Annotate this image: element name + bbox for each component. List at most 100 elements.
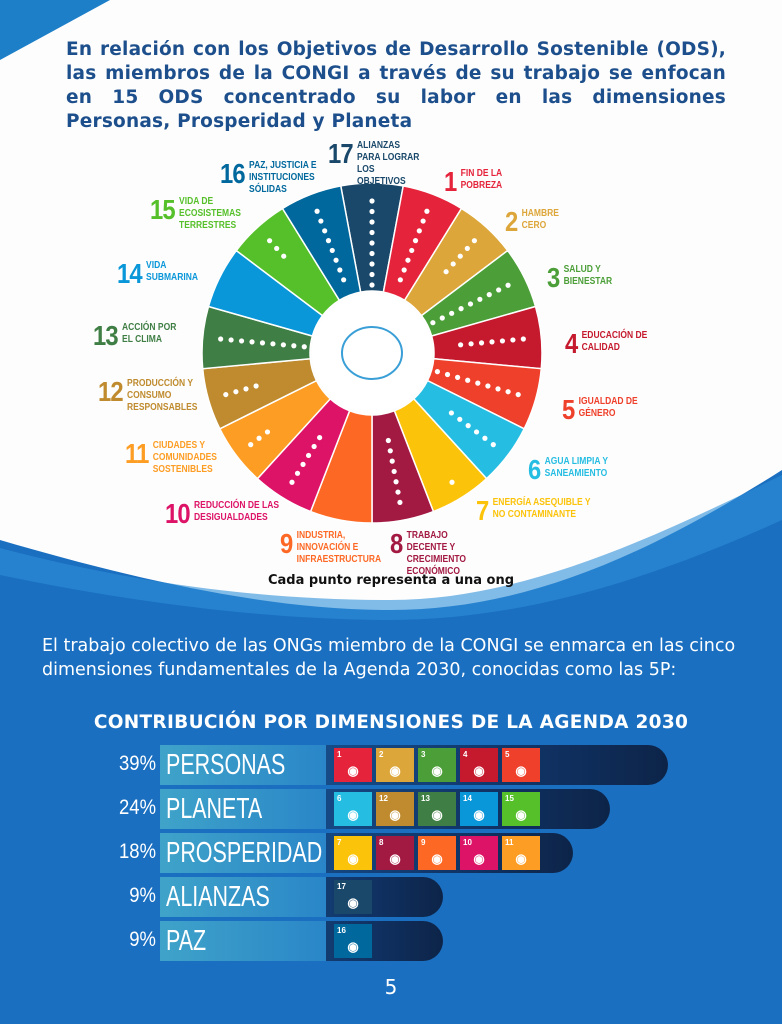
ngo-dot <box>496 287 502 293</box>
ngo-dot <box>444 371 451 378</box>
ngo-dot <box>401 267 407 273</box>
ngo-dot <box>465 423 471 429</box>
ngo-dot <box>264 429 271 435</box>
goal-title: Energía asequible y no contaminante <box>492 497 591 520</box>
ngo-dot <box>443 269 449 275</box>
dimension-row-alianzas: ALIANZAS 9% 17 ◉ <box>0 877 782 917</box>
dimension-name: PLANETA <box>160 789 326 829</box>
dimension-row-prosperidad: PROSPERIDAD 18% 7 ◉ 8 ◉ 9 ◉ 10 ◉ 11 ◉ <box>0 833 782 873</box>
dimension-row-planeta: PLANETA 24% 6 ◉ 12 ◉ 13 ◉ 14 ◉ 15 ◉ <box>0 789 782 829</box>
goal-title: Reducción de las desigualdades <box>194 500 280 523</box>
ngo-dot <box>389 458 395 464</box>
ngo-dot <box>233 389 239 395</box>
sdg-tile-3: 3 ◉ <box>418 748 456 782</box>
intro-text: En relación con los Objetivos de Desarro… <box>66 39 726 132</box>
sdg-icon: ◉ <box>473 807 485 822</box>
goal-label-8: 8 Trabajo decente y crecimiento económico <box>390 530 483 578</box>
agenda-paragraph: El trabajo colectivo de las ONGs miembro… <box>42 636 736 680</box>
sdg-tile-4: 4 ◉ <box>460 748 498 782</box>
goal-title: Trabajo decente y crecimiento económico <box>406 530 466 577</box>
ngo-dot <box>259 340 266 346</box>
sdg-tiles: 6 ◉ 12 ◉ 13 ◉ 14 ◉ 15 ◉ <box>334 792 540 826</box>
contribution-heading: CONTRIBUCIÓN POR DIMENSIONES DE LA AGEND… <box>93 712 689 733</box>
sdg-tile-1: 1 ◉ <box>334 748 372 782</box>
ngo-dot <box>291 343 297 349</box>
ngo-dot <box>300 461 306 467</box>
goal-title: Acción por el clima <box>122 322 177 345</box>
goal-label-4: 4 Educación de calidad <box>565 330 650 358</box>
goal-title: Industria, innovación e infraestructura <box>296 530 382 565</box>
ngo-dot <box>369 282 375 288</box>
ngo-dot <box>409 247 415 254</box>
ngo-dot <box>473 429 480 435</box>
ngo-dot <box>420 218 426 224</box>
ngo-dot <box>385 437 391 444</box>
goal-title: Fin de la pobreza <box>460 168 503 191</box>
ngo-dot <box>369 240 375 246</box>
ngo-dot <box>471 238 478 244</box>
dimension-percent: 18% <box>119 840 156 863</box>
ngo-dot <box>223 391 229 398</box>
ngo-dot <box>485 383 491 389</box>
sdg-tile-2: 2 ◉ <box>376 748 414 782</box>
ngo-dot <box>458 342 464 348</box>
ngo-dot <box>467 301 474 307</box>
sdg-tile-7: 7 ◉ <box>334 836 372 870</box>
ngo-dot <box>475 380 481 386</box>
goal-label-16: 16 Paz, justicia e instituciones sólidas <box>220 160 317 196</box>
ngo-dot <box>280 342 286 348</box>
ngo-dot <box>369 229 375 236</box>
ngo-dot <box>325 238 332 244</box>
ngo-dot <box>270 341 276 347</box>
corner-decoration <box>0 0 110 60</box>
dimension-row-personas: PERSONAS 39% 1 ◉ 2 ◉ 3 ◉ 4 ◉ 5 ◉ <box>0 745 782 785</box>
goal-label-17: 17 Alianzas para lograr los objetivos <box>328 140 425 188</box>
ngo-dot <box>515 391 521 398</box>
ngo-dot <box>405 257 411 263</box>
goal-label-9: 9 Industria, innovación e infraestructura <box>280 530 382 566</box>
goal-title: Salud y bienestar <box>563 264 613 287</box>
ngo-dot <box>510 337 516 343</box>
sdg-tile-11: 11 ◉ <box>502 836 540 870</box>
goal-number: 13 <box>93 320 119 351</box>
sdg-icon: ◉ <box>431 763 443 778</box>
goal-number: 17 <box>328 138 354 169</box>
dimension-name: ALIANZAS <box>160 877 326 917</box>
goal-label-13: 13 Acción por el clima <box>93 322 186 350</box>
ngo-dot <box>243 386 249 392</box>
goal-number: 7 <box>476 495 489 526</box>
sdg-icon: ◉ <box>347 807 359 822</box>
ngo-dot <box>294 470 301 476</box>
dimension-row-paz: PAZ 9% 16 ◉ <box>0 921 782 961</box>
sdg-tile-17: 17 ◉ <box>334 880 372 914</box>
ngo-dot <box>478 340 485 346</box>
ngo-dot <box>412 238 419 244</box>
ngo-dot <box>256 435 262 441</box>
goal-label-12: 12 Producción y consumo responsables <box>98 378 199 414</box>
goal-number: 2 <box>505 206 518 237</box>
ngo-dot <box>369 250 375 257</box>
ngo-dot <box>301 344 307 350</box>
ngo-dot <box>416 228 422 234</box>
page-number: 5 <box>384 975 398 999</box>
goal-number: 6 <box>528 454 541 485</box>
goal-number: 14 <box>117 258 143 289</box>
goal-number: 5 <box>562 394 575 425</box>
ngo-dot <box>266 238 273 244</box>
ngo-dot <box>369 219 375 225</box>
goal-title: Igualdad de género <box>578 396 638 419</box>
ngo-dot <box>393 479 399 485</box>
sdg-tile-6: 6 ◉ <box>334 792 372 826</box>
goal-number: 11 <box>125 438 149 469</box>
sdg-tiles: 17 ◉ <box>334 880 372 914</box>
ngo-dot <box>333 257 339 263</box>
goal-title: Vida submarina <box>146 260 198 283</box>
ngo-dot <box>341 277 347 283</box>
ngo-dot <box>318 218 324 224</box>
dimension-percent: 9% <box>129 884 156 907</box>
ngo-dot <box>369 198 375 204</box>
goal-label-7: 7 Energía asequible y no contaminante <box>476 497 603 525</box>
ngo-dot <box>281 253 287 259</box>
sdg-icon: ◉ <box>389 807 401 822</box>
